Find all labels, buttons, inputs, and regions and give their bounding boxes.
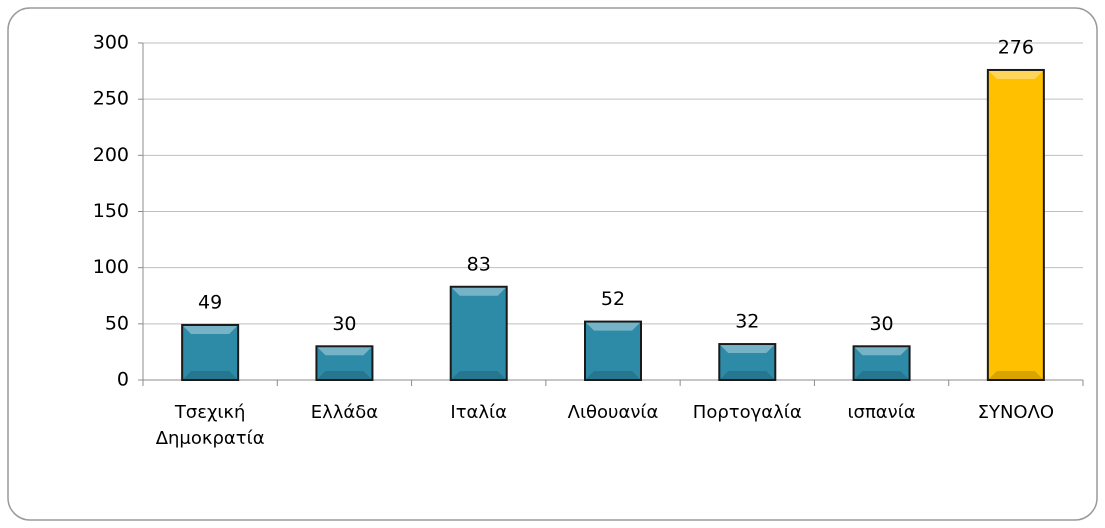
x-tick-label: Τσεχική Δημοκρατία bbox=[155, 402, 265, 449]
x-tick-label: ΣΥΝΟΛΟ bbox=[977, 402, 1055, 423]
data-label: 30 bbox=[869, 313, 893, 335]
chart-frame bbox=[7, 7, 1098, 521]
bar-shade bbox=[317, 371, 372, 379]
data-label: 276 bbox=[998, 36, 1034, 58]
bar-bevel bbox=[451, 287, 506, 296]
bar-shade bbox=[988, 371, 1043, 379]
bar-bevel bbox=[586, 322, 640, 331]
bar-bevel bbox=[988, 70, 1043, 79]
x-tick-label: Λιθουανία bbox=[567, 402, 659, 423]
x-tick-label: ισπανία bbox=[847, 402, 916, 423]
y-tick-label: 250 bbox=[93, 88, 129, 110]
bar bbox=[181, 323, 240, 381]
x-tick-label: Πορτογαλία bbox=[692, 402, 802, 423]
bar-bevel bbox=[854, 347, 909, 356]
bar-shade bbox=[451, 371, 506, 379]
bar-bevel bbox=[317, 347, 372, 356]
bar-shade bbox=[183, 371, 238, 379]
bar-bevel bbox=[183, 325, 238, 334]
bar-bevel bbox=[720, 345, 775, 354]
y-tick-label: 100 bbox=[93, 256, 129, 278]
data-label: 32 bbox=[735, 311, 759, 333]
y-tick-label: 200 bbox=[93, 144, 129, 166]
bar-shade bbox=[720, 371, 775, 379]
bar bbox=[315, 345, 374, 381]
x-tick-label: Ιταλία bbox=[450, 402, 508, 423]
bar bbox=[718, 343, 777, 382]
bar bbox=[584, 320, 642, 382]
data-label: 83 bbox=[467, 253, 491, 275]
bar bbox=[986, 68, 1045, 382]
y-tick-label: 150 bbox=[93, 200, 129, 222]
bar bbox=[852, 345, 911, 381]
y-tick-label: 50 bbox=[105, 312, 129, 334]
x-tick-label: Ελλάδα bbox=[310, 402, 379, 423]
y-tick-label: 0 bbox=[117, 369, 129, 391]
data-label: 30 bbox=[332, 313, 356, 335]
bar bbox=[449, 285, 508, 381]
y-tick-label: 300 bbox=[93, 32, 129, 54]
bar-shade bbox=[586, 371, 640, 379]
bar-shade bbox=[854, 371, 909, 379]
data-label: 52 bbox=[601, 288, 625, 310]
data-label: 49 bbox=[198, 291, 222, 313]
